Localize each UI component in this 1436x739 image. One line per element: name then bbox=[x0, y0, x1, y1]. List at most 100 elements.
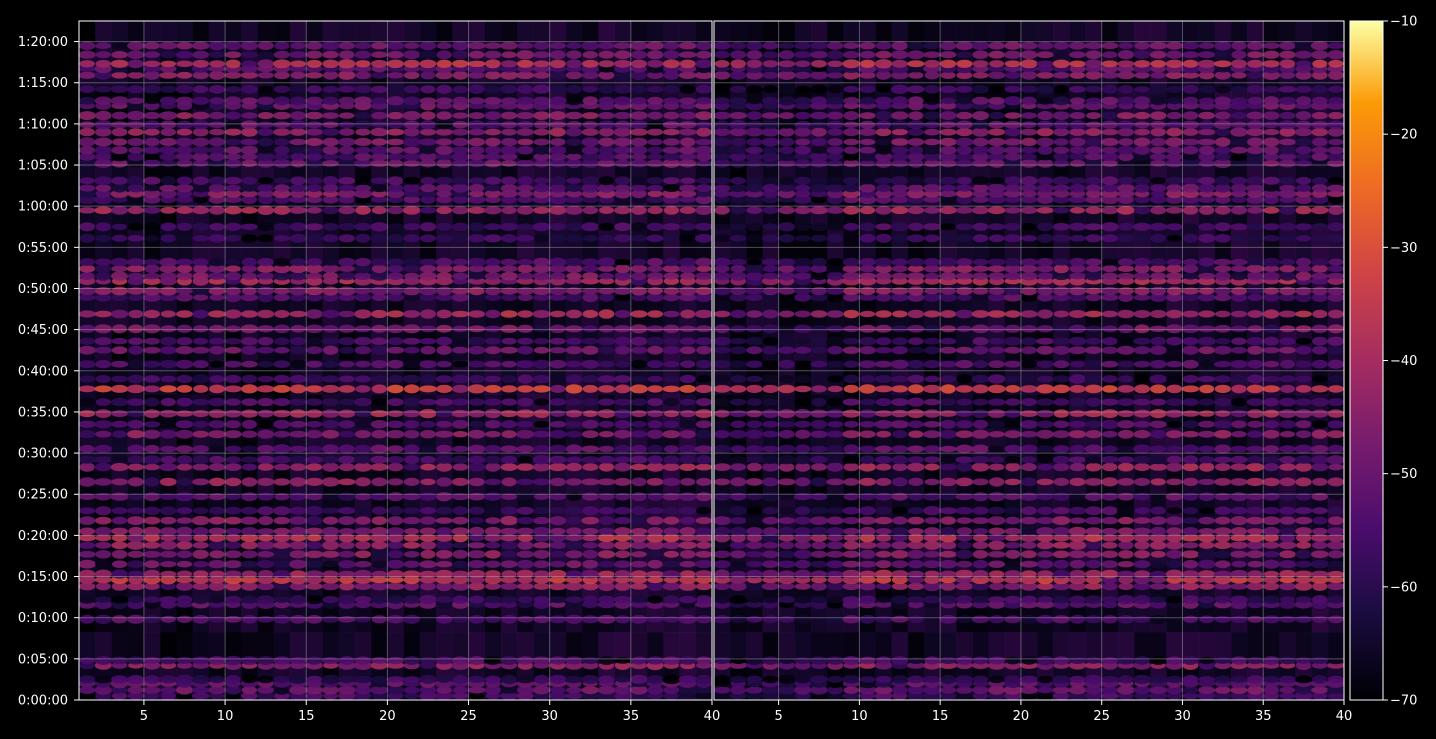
heat-cell bbox=[532, 430, 551, 438]
heat-cell bbox=[371, 111, 388, 120]
heat-cell bbox=[241, 97, 258, 105]
heat-cell bbox=[143, 60, 161, 68]
background-cell bbox=[143, 21, 161, 56]
heat-cell bbox=[387, 445, 404, 453]
heat-cell bbox=[696, 455, 712, 465]
heat-cell bbox=[940, 526, 956, 536]
background-cell bbox=[371, 21, 388, 56]
heat-cell bbox=[419, 360, 437, 369]
heat-cell bbox=[1069, 675, 1086, 684]
heat-cell bbox=[241, 153, 258, 161]
heat-cell bbox=[403, 676, 421, 683]
heat-cell bbox=[1084, 444, 1103, 454]
heat-cell bbox=[811, 582, 827, 591]
heat-cell bbox=[517, 493, 534, 501]
heat-cell bbox=[257, 205, 275, 215]
heat-cell bbox=[371, 595, 387, 604]
heat-cell bbox=[598, 385, 615, 393]
heat-cell bbox=[257, 492, 274, 501]
heat-cell bbox=[468, 102, 486, 110]
background-cell bbox=[387, 292, 405, 328]
heat-cell bbox=[386, 527, 405, 536]
heat-cell bbox=[956, 534, 973, 542]
heat-cell bbox=[1247, 570, 1263, 578]
heat-cell bbox=[94, 287, 112, 295]
heat-cell bbox=[467, 60, 486, 67]
heat-cell bbox=[208, 560, 226, 569]
heat-cell bbox=[923, 685, 941, 695]
heat-cell bbox=[289, 477, 307, 487]
heat-cell bbox=[419, 271, 437, 281]
heat-cell bbox=[257, 528, 275, 535]
heat-cell bbox=[679, 111, 697, 120]
heat-cell bbox=[550, 533, 566, 543]
heat-cell bbox=[1165, 516, 1183, 525]
heat-cell bbox=[1117, 685, 1135, 695]
heat-cell bbox=[1328, 516, 1344, 525]
heat-cell bbox=[403, 463, 420, 471]
heat-cell bbox=[565, 325, 583, 333]
heat-cell bbox=[695, 184, 712, 192]
heat-cell bbox=[95, 293, 112, 302]
heat-cell bbox=[826, 560, 844, 568]
heat-cell bbox=[1230, 686, 1248, 694]
heat-cell bbox=[630, 614, 648, 624]
heat-cell bbox=[338, 478, 356, 486]
heat-cell bbox=[695, 160, 712, 167]
heat-cell bbox=[112, 516, 128, 525]
heat-cell bbox=[501, 337, 517, 345]
heat-cell bbox=[224, 550, 242, 559]
heat-cell bbox=[971, 462, 990, 472]
heat-cell bbox=[1279, 516, 1296, 525]
heat-cell bbox=[338, 137, 356, 147]
heat-cell bbox=[598, 527, 615, 535]
heat-cell bbox=[500, 656, 518, 665]
heat-cell bbox=[403, 96, 421, 106]
heat-cell bbox=[663, 111, 680, 120]
heat-cell bbox=[1166, 507, 1183, 515]
heat-cell bbox=[646, 41, 665, 50]
heat-cell bbox=[679, 492, 697, 502]
heat-cell bbox=[452, 431, 468, 438]
heat-cell bbox=[827, 456, 844, 463]
heat-cell bbox=[549, 359, 567, 369]
heat-cell bbox=[420, 195, 436, 204]
heat-cell bbox=[452, 96, 469, 106]
heat-cell bbox=[290, 128, 307, 136]
heat-cell bbox=[452, 41, 469, 51]
heat-cell bbox=[500, 41, 518, 50]
heat-cell bbox=[321, 337, 340, 345]
heat-cell bbox=[160, 195, 177, 204]
heat-cell bbox=[370, 550, 388, 559]
heat-cell bbox=[1084, 492, 1103, 502]
heat-cell bbox=[289, 310, 307, 318]
heat-cell bbox=[402, 337, 421, 345]
heat-cell bbox=[127, 195, 145, 205]
heat-cell bbox=[224, 234, 242, 242]
heat-cell bbox=[419, 674, 437, 685]
heat-cell bbox=[1149, 455, 1167, 465]
heat-cell bbox=[1214, 516, 1231, 525]
heat-cell bbox=[305, 96, 323, 106]
heat-cell bbox=[843, 540, 860, 550]
heat-cell bbox=[209, 360, 225, 368]
heat-cell bbox=[273, 478, 291, 486]
heat-cell bbox=[679, 527, 696, 536]
heat-cell bbox=[891, 550, 909, 559]
heat-cell bbox=[143, 153, 161, 160]
heat-cell bbox=[403, 85, 420, 94]
heat-cell bbox=[144, 235, 160, 242]
heat-cell bbox=[714, 656, 731, 665]
heat-cell bbox=[94, 656, 113, 665]
heat-cell bbox=[452, 445, 469, 453]
heat-cell bbox=[354, 42, 372, 49]
heat-cell bbox=[549, 59, 566, 69]
heat-cell bbox=[695, 286, 712, 296]
heat-cell bbox=[1231, 560, 1247, 568]
heat-cell bbox=[79, 614, 95, 624]
heat-cell bbox=[273, 50, 291, 59]
heat-cell bbox=[273, 85, 291, 94]
heat-cell bbox=[159, 656, 177, 665]
heat-cell bbox=[843, 478, 860, 486]
heat-cell bbox=[192, 127, 209, 137]
